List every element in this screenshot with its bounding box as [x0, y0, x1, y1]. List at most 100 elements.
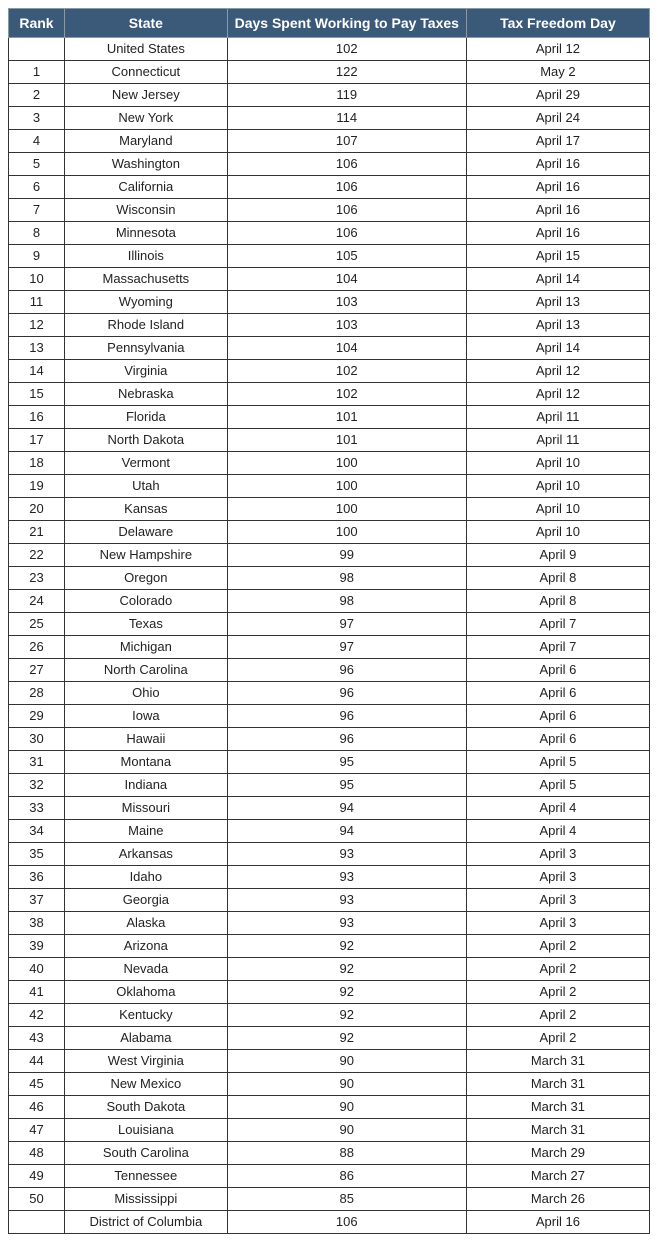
cell-rank: 11	[9, 291, 65, 314]
cell-state: Nevada	[64, 958, 227, 981]
cell-date: April 10	[466, 498, 649, 521]
cell-rank: 10	[9, 268, 65, 291]
cell-rank: 38	[9, 912, 65, 935]
cell-date: April 29	[466, 84, 649, 107]
table-row: 49Tennessee86March 27	[9, 1165, 650, 1188]
table-row: 11Wyoming103April 13	[9, 291, 650, 314]
cell-rank: 35	[9, 843, 65, 866]
cell-rank: 49	[9, 1165, 65, 1188]
cell-days: 92	[227, 935, 466, 958]
cell-state: Pennsylvania	[64, 337, 227, 360]
cell-days: 100	[227, 521, 466, 544]
cell-days: 119	[227, 84, 466, 107]
cell-rank: 50	[9, 1188, 65, 1211]
cell-days: 102	[227, 383, 466, 406]
cell-date: April 11	[466, 429, 649, 452]
cell-date: March 26	[466, 1188, 649, 1211]
cell-state: South Dakota	[64, 1096, 227, 1119]
cell-state: California	[64, 176, 227, 199]
table-row: 24Colorado98April 8	[9, 590, 650, 613]
cell-rank: 45	[9, 1073, 65, 1096]
cell-days: 94	[227, 797, 466, 820]
cell-rank: 3	[9, 107, 65, 130]
cell-rank: 7	[9, 199, 65, 222]
cell-days: 106	[227, 222, 466, 245]
table-row: 21Delaware100April 10	[9, 521, 650, 544]
cell-days: 106	[227, 153, 466, 176]
cell-state: Kansas	[64, 498, 227, 521]
table-row: 48South Carolina88March 29	[9, 1142, 650, 1165]
cell-state: Delaware	[64, 521, 227, 544]
table-row: 35Arkansas93April 3	[9, 843, 650, 866]
cell-days: 92	[227, 1004, 466, 1027]
cell-state: Tennessee	[64, 1165, 227, 1188]
cell-days: 94	[227, 820, 466, 843]
table-row: 12Rhode Island103April 13	[9, 314, 650, 337]
cell-state: Indiana	[64, 774, 227, 797]
table-row: 18Vermont100April 10	[9, 452, 650, 475]
cell-days: 99	[227, 544, 466, 567]
cell-rank: 2	[9, 84, 65, 107]
cell-rank	[9, 1211, 65, 1234]
cell-date: April 10	[466, 475, 649, 498]
cell-state: Florida	[64, 406, 227, 429]
cell-rank: 21	[9, 521, 65, 544]
table-row: 1Connecticut122May 2	[9, 61, 650, 84]
col-header-date: Tax Freedom Day	[466, 9, 649, 38]
cell-state: Vermont	[64, 452, 227, 475]
cell-date: April 5	[466, 751, 649, 774]
cell-state: Mississippi	[64, 1188, 227, 1211]
col-header-state: State	[64, 9, 227, 38]
cell-date: April 2	[466, 1027, 649, 1050]
cell-days: 104	[227, 268, 466, 291]
cell-state: Rhode Island	[64, 314, 227, 337]
col-header-rank: Rank	[9, 9, 65, 38]
cell-date: April 7	[466, 636, 649, 659]
cell-state: Hawaii	[64, 728, 227, 751]
cell-rank: 43	[9, 1027, 65, 1050]
cell-date: April 3	[466, 912, 649, 935]
cell-rank: 30	[9, 728, 65, 751]
cell-days: 106	[227, 176, 466, 199]
cell-days: 93	[227, 889, 466, 912]
cell-rank: 16	[9, 406, 65, 429]
cell-rank: 32	[9, 774, 65, 797]
table-row: 42Kentucky92April 2	[9, 1004, 650, 1027]
cell-date: April 3	[466, 889, 649, 912]
cell-state: Wisconsin	[64, 199, 227, 222]
table-row: 31Montana95April 5	[9, 751, 650, 774]
cell-days: 122	[227, 61, 466, 84]
cell-date: April 2	[466, 935, 649, 958]
cell-days: 105	[227, 245, 466, 268]
cell-state: Idaho	[64, 866, 227, 889]
cell-state: Michigan	[64, 636, 227, 659]
cell-state: Connecticut	[64, 61, 227, 84]
table-row: 50Mississippi85March 26	[9, 1188, 650, 1211]
cell-days: 114	[227, 107, 466, 130]
cell-state: Alabama	[64, 1027, 227, 1050]
cell-date: April 2	[466, 981, 649, 1004]
cell-state: New Jersey	[64, 84, 227, 107]
cell-state: New Mexico	[64, 1073, 227, 1096]
cell-state: Oregon	[64, 567, 227, 590]
cell-days: 93	[227, 912, 466, 935]
cell-date: April 11	[466, 406, 649, 429]
cell-days: 92	[227, 1027, 466, 1050]
table-row: 6California106April 16	[9, 176, 650, 199]
cell-state: New Hampshire	[64, 544, 227, 567]
cell-rank: 42	[9, 1004, 65, 1027]
cell-state: Iowa	[64, 705, 227, 728]
table-row: 25Texas97April 7	[9, 613, 650, 636]
table-row: 22New Hampshire99April 9	[9, 544, 650, 567]
cell-rank: 20	[9, 498, 65, 521]
cell-state: Wyoming	[64, 291, 227, 314]
cell-rank: 44	[9, 1050, 65, 1073]
cell-rank: 26	[9, 636, 65, 659]
table-row: 43Alabama92April 2	[9, 1027, 650, 1050]
cell-state: Arizona	[64, 935, 227, 958]
cell-date: April 14	[466, 268, 649, 291]
cell-days: 101	[227, 406, 466, 429]
cell-state: Washington	[64, 153, 227, 176]
tax-freedom-table: Rank State Days Spent Working to Pay Tax…	[8, 8, 650, 1234]
table-row: 27North Carolina96April 6	[9, 659, 650, 682]
